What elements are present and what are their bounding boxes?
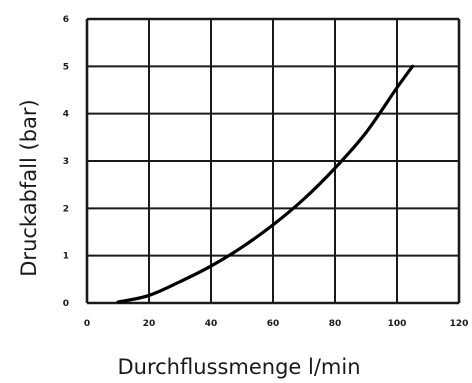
grid (85, 17, 461, 305)
y-tick-label: 2 (63, 204, 69, 214)
data-series (116, 64, 415, 304)
x-tick-label: 20 (143, 319, 156, 329)
x-tick-label: 0 (84, 319, 90, 329)
x-tick-label: 80 (329, 319, 342, 329)
y-tick-label: 5 (63, 62, 69, 72)
tick-labels: 0 20 40 60 80 100 120 0 1 2 3 4 5 6 (63, 15, 469, 329)
x-tick-label: 40 (205, 319, 218, 329)
x-tick-label: 100 (388, 319, 407, 329)
y-tick-label: 4 (63, 110, 69, 120)
x-axis-title: Durchflussmenge l/min (117, 355, 360, 379)
y-tick-label: 0 (63, 299, 69, 309)
y-tick-label: 6 (63, 15, 69, 25)
y-tick-label: 1 (63, 252, 69, 262)
y-axis-title: Druckabfall (bar) (17, 99, 41, 276)
y-tick-label: 3 (63, 157, 69, 167)
x-tick-label: 60 (267, 319, 280, 329)
series-line (116, 64, 415, 304)
x-tick-label: 120 (450, 319, 469, 329)
